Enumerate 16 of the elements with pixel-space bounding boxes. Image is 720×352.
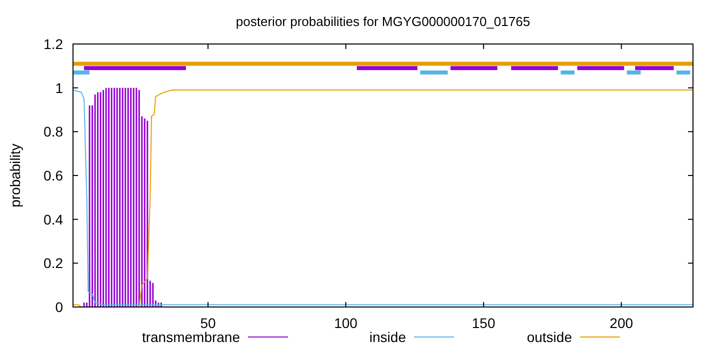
legend-label: outside: [526, 329, 572, 345]
y-tick-label: 0.6: [44, 168, 64, 184]
chart-title: posterior probabilities for MGYG000000170_01765: [236, 14, 530, 29]
y-tick-label: 1: [55, 80, 64, 96]
x-tick-label: 100: [334, 315, 358, 331]
y-tick-label: 0.4: [44, 211, 64, 228]
y-tick-label: 1.2: [44, 36, 64, 52]
x-tick-label: 200: [610, 315, 634, 331]
y-tick-label: 0.8: [44, 124, 64, 140]
x-tick-label: 50: [200, 315, 216, 331]
y-tick-label: 0: [55, 299, 64, 315]
x-tick-label: 150: [472, 315, 496, 331]
legend-label: transmembrane: [142, 329, 240, 345]
legend-label: inside: [369, 329, 406, 345]
y-tick-label: 0.2: [44, 255, 64, 272]
y-axis-title: probability: [7, 144, 23, 208]
